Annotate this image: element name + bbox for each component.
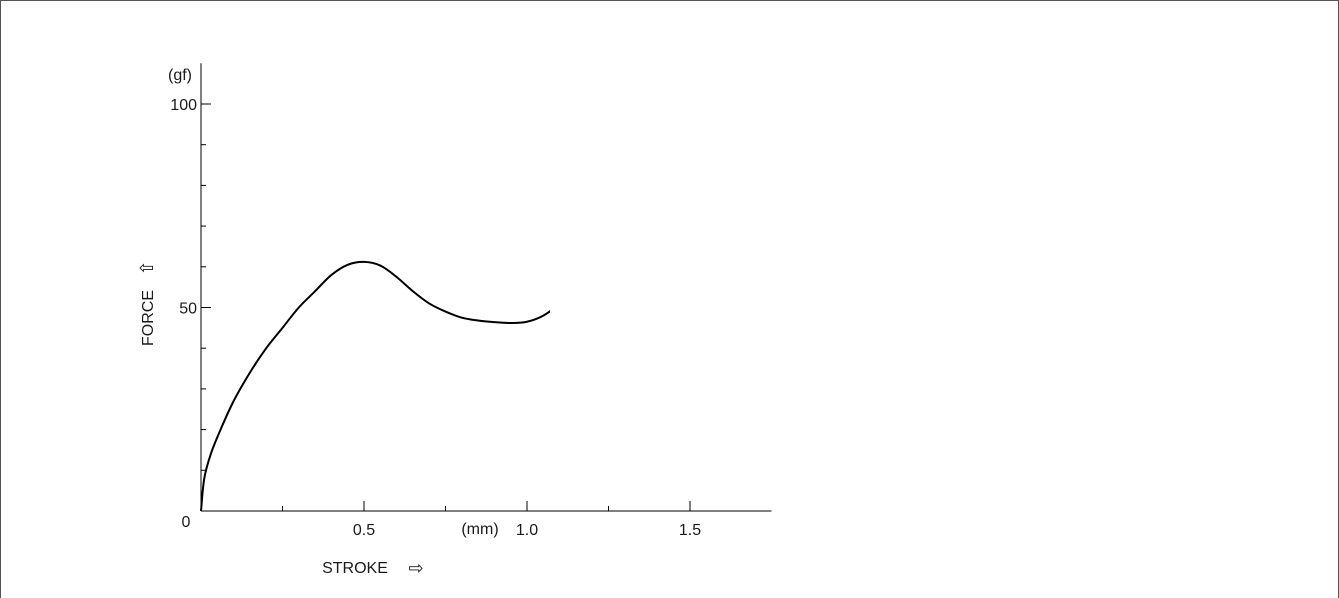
axes <box>200 63 772 512</box>
y-axis-arrow-icon: ⇧ <box>137 260 157 275</box>
x-unit-label: (mm) <box>461 521 498 538</box>
ticks: 0.5 1.0 1.5 50 100 <box>170 97 701 539</box>
x-axis-arrow-icon: ⇨ <box>408 558 423 578</box>
series-layer <box>200 260 550 512</box>
x-tick-label: 1.0 <box>516 522 538 539</box>
x-tick-label: 1.5 <box>679 522 701 539</box>
labels: (gf) (mm) 0 STROKE ⇨ FORCE ⇧ <box>137 67 499 578</box>
y-unit-label: (gf) <box>168 67 192 84</box>
y-axis-label: FORCE <box>140 290 157 346</box>
force-curve <box>200 260 550 512</box>
y-axis-title: FORCE ⇧ <box>137 260 157 346</box>
x-tick-label: 0.5 <box>353 522 375 539</box>
y-tick-label: 50 <box>179 301 197 318</box>
x-axis-label: STROKE <box>322 560 388 577</box>
x-axis-title: STROKE ⇨ <box>322 558 423 578</box>
origin-label: 0 <box>182 514 191 531</box>
y-tick-label: 100 <box>170 97 197 114</box>
